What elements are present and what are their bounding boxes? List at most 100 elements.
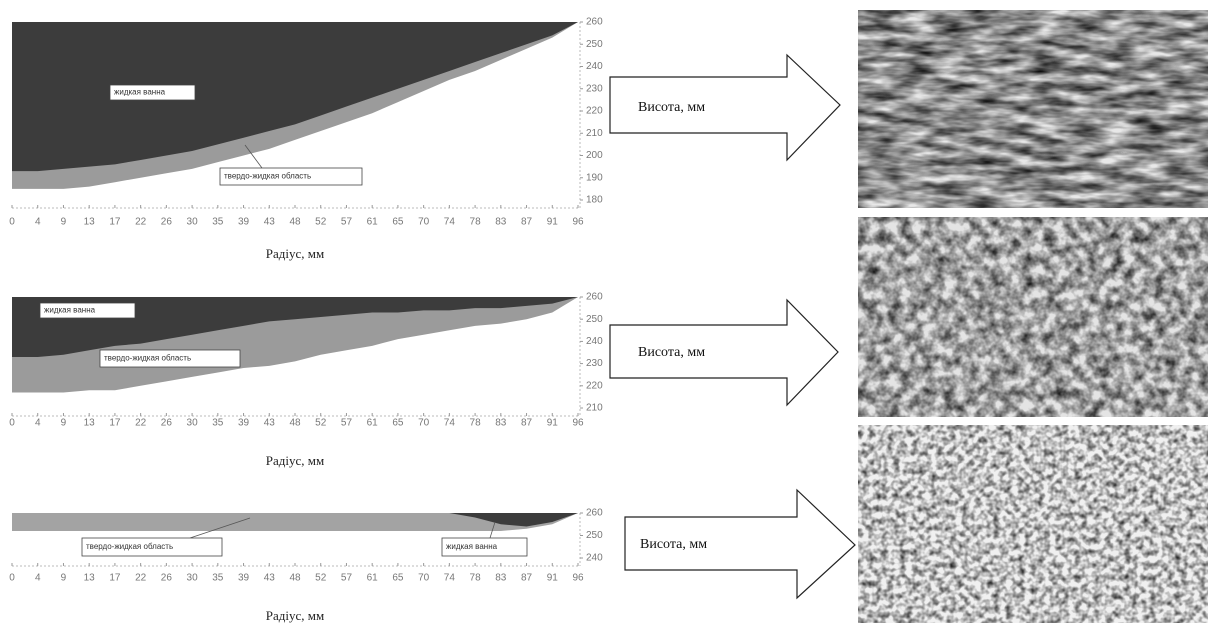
y-tick-label: 240 <box>586 336 603 347</box>
x-tick-label: 48 <box>289 418 301 429</box>
x-tick-label: 96 <box>572 418 584 429</box>
y-tick-label: 230 <box>586 83 603 94</box>
x-tick-label: 52 <box>315 217 327 228</box>
x-tick-label: 57 <box>341 217 353 228</box>
x-tick-label: 4 <box>35 217 41 228</box>
x-tick-label: 91 <box>547 418 559 429</box>
y-axis-label: Висота, мм <box>638 345 705 360</box>
x-tick-label: 43 <box>264 573 276 584</box>
area <box>12 22 578 171</box>
x-tick-label: 87 <box>521 418 533 429</box>
x-tick-label: 9 <box>61 418 67 429</box>
y-tick-label: 210 <box>586 403 603 414</box>
x-tick-label: 9 <box>61 573 67 584</box>
x-tick-label: 26 <box>161 418 173 429</box>
x-tick-label: 39 <box>238 217 250 228</box>
x-tick-label: 83 <box>495 573 507 584</box>
x-tick-label: 17 <box>109 217 121 228</box>
y-tick-label: 230 <box>586 358 603 369</box>
y-tick-label: 250 <box>586 314 603 325</box>
x-tick-label: 65 <box>392 573 404 584</box>
y-tick-label: 220 <box>586 106 603 117</box>
y-tick-label: 250 <box>586 39 603 50</box>
x-tick-label: 22 <box>135 573 147 584</box>
annotation: жидкая ванна <box>44 306 96 315</box>
x-tick-label: 87 <box>521 573 533 584</box>
x-tick-label: 57 <box>341 573 353 584</box>
y-tick-label: 200 <box>586 150 603 161</box>
annotation: твердо-жидкая область <box>224 172 311 181</box>
x-tick-label: 35 <box>212 217 224 228</box>
y-tick-label: 190 <box>586 172 603 183</box>
x-tick-label: 83 <box>495 217 507 228</box>
x-tick-label: 17 <box>109 573 121 584</box>
x-tick-label: 57 <box>341 418 353 429</box>
x-tick-label: 30 <box>187 217 199 228</box>
x-tick-label: 17 <box>109 418 121 429</box>
micrograph-2 <box>858 217 1208 417</box>
x-tick-label: 87 <box>521 217 533 228</box>
micrograph-3 <box>858 425 1208 623</box>
x-tick-label: 39 <box>238 573 250 584</box>
x-tick-label: 30 <box>187 418 199 429</box>
x-tick-label: 22 <box>135 217 147 228</box>
x-tick-label: 13 <box>84 217 96 228</box>
x-tick-label: 78 <box>470 573 482 584</box>
x-tick-label: 70 <box>418 217 430 228</box>
x-tick-label: 48 <box>289 217 301 228</box>
x-tick-label: 61 <box>367 418 379 429</box>
x-tick-label: 43 <box>264 418 276 429</box>
x-tick-label: 22 <box>135 418 147 429</box>
x-tick-label: 30 <box>187 573 199 584</box>
y-axis-label: Висота, мм <box>638 100 705 115</box>
x-tick-label: 26 <box>161 573 173 584</box>
y-tick-label: 180 <box>586 195 603 206</box>
x-tick-label: 9 <box>61 217 67 228</box>
y-tick-label: 220 <box>586 380 603 391</box>
x-tick-label: 91 <box>547 573 559 584</box>
x-axis-label: Радіус, мм <box>266 608 324 623</box>
annotation: твердо-жидкая область <box>86 542 173 551</box>
x-tick-label: 52 <box>315 418 327 429</box>
x-tick-label: 52 <box>315 573 327 584</box>
x-tick-label: 74 <box>444 418 456 429</box>
x-tick-label: 61 <box>367 573 379 584</box>
x-tick-label: 0 <box>9 217 15 228</box>
x-tick-label: 96 <box>572 573 584 584</box>
x-tick-label: 74 <box>444 217 456 228</box>
x-tick-label: 13 <box>84 418 96 429</box>
x-tick-label: 96 <box>572 217 584 228</box>
x-tick-label: 70 <box>418 573 430 584</box>
micrograph-1 <box>858 10 1208 208</box>
x-tick-label: 65 <box>392 217 404 228</box>
x-tick-label: 78 <box>470 418 482 429</box>
x-tick-label: 83 <box>495 418 507 429</box>
x-tick-label: 43 <box>264 217 276 228</box>
x-tick-label: 48 <box>289 573 301 584</box>
x-tick-label: 35 <box>212 418 224 429</box>
x-tick-label: 4 <box>35 418 41 429</box>
y-tick-label: 250 <box>586 530 603 541</box>
x-tick-label: 91 <box>547 217 559 228</box>
figure: 0 4 9 13 17 22 26 30 35 39 43 48 52 57 61 65 70 74 78 83 87 9… <box>0 0 1208 623</box>
x-tick-label: 0 <box>9 418 15 429</box>
x-tick-label: 61 <box>367 217 379 228</box>
annotation: твердо-жидкая область <box>104 354 191 363</box>
x-tick-label: 70 <box>418 418 430 429</box>
x-axis-label: Радіус, мм <box>266 453 324 468</box>
y-tick-label: 240 <box>586 553 603 564</box>
y-tick-label: 260 <box>586 292 603 303</box>
y-tick-label: 260 <box>586 17 603 28</box>
x-tick-label: 39 <box>238 418 250 429</box>
x-tick-label: 13 <box>84 573 96 584</box>
x-axis-label: Радіус, мм <box>266 246 324 261</box>
y-tick-label: 240 <box>586 61 603 72</box>
y-tick-label: 210 <box>586 128 603 139</box>
x-tick-label: 65 <box>392 418 404 429</box>
annotation: жидкая ванна <box>446 542 498 551</box>
x-tick-label: 78 <box>470 217 482 228</box>
x-tick-label: 0 <box>9 573 15 584</box>
x-tick-label: 74 <box>444 573 456 584</box>
x-tick-label: 35 <box>212 573 224 584</box>
y-tick-label: 260 <box>586 508 603 519</box>
